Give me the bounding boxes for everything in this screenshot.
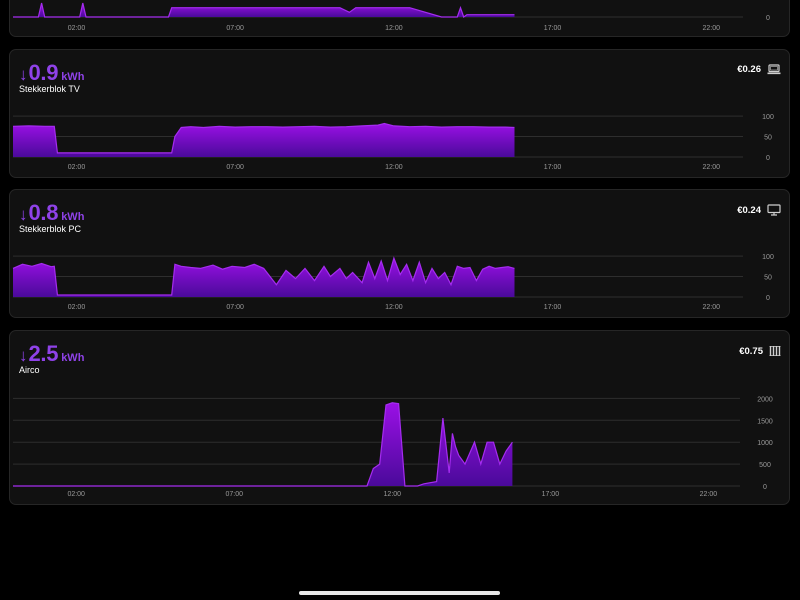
x-tick-label: 02:00	[68, 164, 86, 171]
energy-usage: ↓ 0.8 kWh	[19, 200, 84, 226]
power-area	[13, 402, 513, 486]
cost-display: €0.26	[737, 64, 781, 75]
device-name: Stekkerblok TV	[19, 84, 80, 94]
energy-unit: kWh	[61, 352, 85, 364]
power-line	[12, 256, 515, 296]
x-tick-label: 22:00	[702, 304, 720, 311]
y-tick-label: 0	[763, 484, 767, 491]
power-line	[13, 402, 513, 487]
x-tick-label: 12:00	[385, 25, 403, 32]
y-tick-label: 500	[759, 462, 771, 469]
y-tick-label: 50	[764, 275, 772, 282]
laptop-icon	[767, 64, 781, 75]
y-tick-label: 0	[766, 155, 770, 162]
arrow-down-icon: ↓	[19, 346, 28, 365]
energy-value: 0.8	[28, 200, 59, 225]
power-chart: 100 50 0 02:00 07:00 12:00 17:00 22:00	[12, 254, 774, 311]
monitor-icon	[767, 204, 781, 216]
x-tick-label: 22:00	[700, 491, 718, 498]
y-tick-label: 50	[764, 135, 772, 142]
energy-usage: ↓ 2.5 kWh	[19, 341, 84, 367]
y-tick-label: 0	[766, 295, 770, 302]
power-line	[12, 122, 515, 154]
energy-unit: kWh	[61, 71, 85, 83]
x-tick-label: 07:00	[226, 304, 244, 311]
x-tick-label: 07:00	[225, 491, 243, 498]
x-tick-label: 02:00	[68, 304, 86, 311]
power-area	[13, 123, 515, 157]
cost-value: €0.75	[739, 345, 763, 357]
energy-card-stekkerblok-tv[interactable]: ↓ 0.9 kWh Stekkerblok TV €0.26 100 50 0 02:…	[9, 49, 790, 178]
x-tick-label: 17:00	[544, 164, 562, 171]
cost-value: €0.26	[737, 64, 761, 75]
y-tick-label: 1500	[757, 418, 773, 425]
y-tick-label: 1000	[757, 440, 773, 447]
power-area	[13, 258, 515, 297]
power-line	[13, 2, 515, 18]
x-tick-label: 17:00	[542, 491, 560, 498]
arrow-down-icon: ↓	[19, 65, 28, 84]
energy-value: 0.9	[28, 60, 59, 85]
energy-card-stekkerblok-pc[interactable]: ↓ 0.8 kWh Stekkerblok PC €0.24 100 50 0 02:…	[9, 189, 790, 318]
cost-value: €0.24	[737, 204, 761, 216]
home-indicator[interactable]	[299, 591, 500, 595]
arrow-down-icon: ↓	[19, 205, 28, 224]
x-tick-label: 22:00	[702, 25, 720, 32]
device-name: Stekkerblok PC	[19, 224, 82, 234]
y-tick-label: 0	[766, 15, 770, 22]
x-tick-label: 02:00	[68, 25, 86, 32]
energy-card-airco[interactable]: ↓ 2.5 kWh Airco €0.75 2000 1500 1000 500 0 02…	[9, 330, 790, 505]
power-area	[13, 3, 515, 17]
power-chart: 100 50 0 02:00 07:00 12:00 17:00 22:00	[12, 114, 774, 171]
x-tick-label: 22:00	[702, 164, 720, 171]
radiator-icon	[769, 346, 781, 356]
y-tick-label: 100	[762, 254, 774, 261]
x-tick-label: 12:00	[385, 164, 403, 171]
energy-value: 2.5	[28, 341, 59, 366]
x-tick-label: 02:00	[67, 491, 85, 498]
y-tick-label: 2000	[757, 396, 773, 403]
energy-unit: kWh	[61, 211, 85, 223]
x-tick-label: 17:00	[544, 25, 562, 32]
x-tick-label: 07:00	[226, 164, 244, 171]
y-tick-label: 100	[762, 114, 774, 121]
cost-display: €0.75	[739, 345, 781, 357]
x-tick-label: 07:00	[226, 25, 244, 32]
energy-usage: ↓ 0.9 kWh	[19, 60, 84, 86]
x-tick-label: 17:00	[544, 304, 562, 311]
power-chart: 2000 1500 1000 500 0 02:00 07:00 12:00 17:00 22:0…	[13, 396, 773, 498]
x-tick-label: 12:00	[385, 304, 403, 311]
x-tick-label: 12:00	[384, 491, 402, 498]
cost-display: €0.24	[737, 204, 781, 216]
device-name: Airco	[19, 365, 40, 375]
